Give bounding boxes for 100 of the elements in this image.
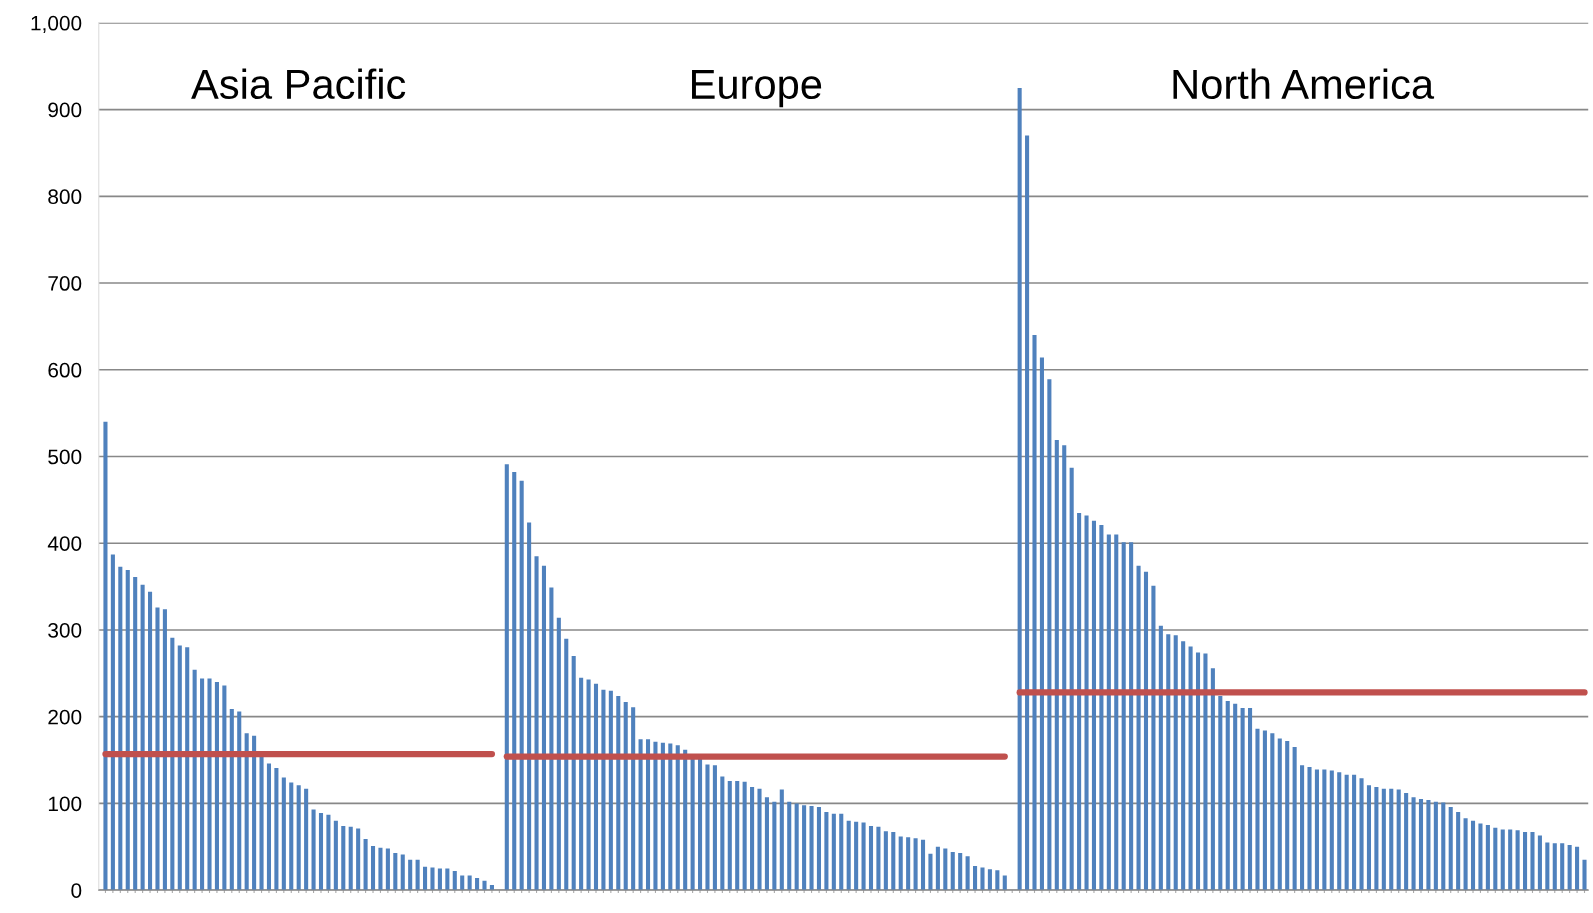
bar: [1106, 534, 1111, 891]
bar: [1485, 825, 1490, 891]
bar: [1411, 797, 1416, 891]
bar: [133, 577, 138, 891]
bar: [712, 765, 717, 891]
bar: [1441, 802, 1446, 891]
bar: [1582, 859, 1587, 891]
bar: [1448, 806, 1453, 891]
bar: [616, 695, 621, 891]
bar: [608, 690, 613, 891]
bar: [1314, 769, 1319, 891]
bar: [1277, 738, 1282, 891]
bar: [177, 645, 182, 891]
annotation: Asia Pacific: [191, 68, 406, 100]
bar: [519, 480, 524, 891]
bar: [118, 566, 123, 891]
bar: [861, 822, 866, 891]
bar: [564, 638, 569, 891]
bar: [1285, 740, 1290, 891]
bar: [1240, 708, 1245, 891]
bar: [1173, 635, 1178, 891]
bar: [757, 788, 762, 891]
bar: [1195, 652, 1201, 891]
bar: [1047, 379, 1052, 891]
bar: [965, 856, 970, 891]
bar: [1560, 843, 1565, 891]
bar: [378, 847, 383, 891]
bar: [913, 838, 918, 891]
bar: [802, 805, 807, 891]
bar: [296, 785, 301, 891]
bar: [400, 854, 405, 891]
bar: [868, 825, 874, 891]
bar: [266, 763, 272, 891]
bar: [846, 820, 851, 891]
y-tick-label: 200: [48, 709, 82, 725]
bar: [1158, 625, 1163, 891]
bar: [318, 812, 324, 891]
bar: [1136, 565, 1141, 891]
bar: [445, 868, 450, 891]
bar: [1500, 829, 1505, 891]
bar: [1300, 765, 1305, 891]
bar: [512, 472, 517, 891]
bar: [452, 871, 457, 891]
bar: [1307, 767, 1312, 891]
bar: [1181, 641, 1186, 891]
bar: [1470, 820, 1476, 891]
bar: [170, 637, 175, 891]
bar: [1248, 708, 1253, 891]
bar: [779, 789, 784, 891]
bar: [958, 852, 963, 891]
bar: [601, 689, 606, 891]
bar: [943, 848, 948, 891]
bar: [920, 839, 926, 891]
bar: [489, 884, 494, 891]
bar: [1017, 87, 1022, 891]
bar: [891, 832, 896, 891]
bar: [1366, 785, 1372, 891]
bar: [326, 814, 331, 891]
bar: [430, 867, 435, 891]
bar: [750, 786, 755, 891]
bar: [1062, 445, 1067, 891]
bar: [950, 852, 955, 891]
bar: [973, 865, 978, 891]
bar: [1255, 728, 1260, 891]
bar: [467, 875, 472, 891]
bar: [1270, 733, 1275, 891]
bar: [244, 733, 249, 891]
bar: [549, 587, 554, 891]
bar: [1381, 788, 1386, 891]
bar: [341, 825, 346, 891]
bar: [1091, 520, 1097, 891]
bar: [571, 655, 576, 891]
bar: [1404, 793, 1409, 891]
bar: [579, 677, 584, 891]
bar: [1262, 730, 1267, 891]
y-tick-label: 300: [48, 622, 82, 638]
bar: [1114, 534, 1119, 891]
bar: [1552, 843, 1557, 891]
bar: [415, 859, 420, 891]
bar: [207, 678, 212, 891]
bar: [1337, 772, 1342, 891]
bar: [1575, 846, 1580, 891]
bar: [995, 870, 1000, 891]
bar: [304, 788, 309, 891]
bar: [1463, 818, 1468, 891]
bar: [393, 852, 398, 891]
bar: [482, 880, 487, 891]
bar: [1210, 668, 1215, 891]
bar: [1433, 801, 1438, 891]
bar: [794, 803, 799, 891]
bar: [1359, 778, 1364, 891]
y-tick-label: 900: [48, 102, 82, 118]
bar: [824, 812, 829, 891]
bar: [876, 826, 881, 891]
bar: [935, 846, 940, 891]
bar: [460, 875, 465, 891]
bar: [356, 828, 361, 891]
bar: [1389, 788, 1394, 891]
bar: [1099, 525, 1104, 891]
bar: [720, 776, 725, 891]
